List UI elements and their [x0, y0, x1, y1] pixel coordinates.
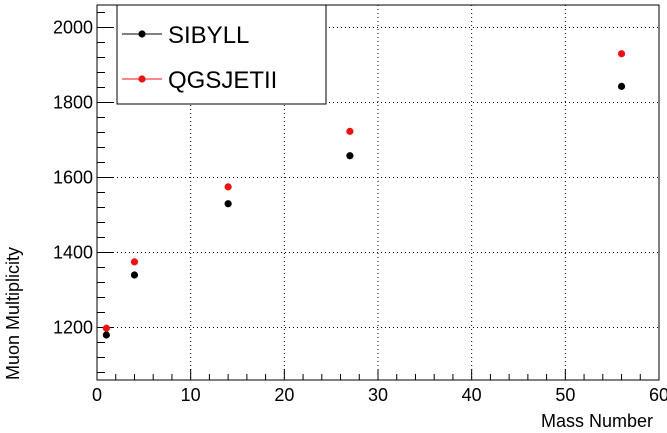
x-tick-labels: 0 10 20 30 40 50 60: [92, 385, 667, 405]
x-axis-label: Mass Number: [541, 411, 653, 431]
y-tick-label: 1800: [53, 93, 93, 113]
data-points: [102, 50, 626, 339]
grid: [97, 5, 659, 380]
data-point: [346, 152, 354, 160]
x-tick-label: 20: [274, 385, 294, 405]
x-tick-label: 60: [649, 385, 667, 405]
data-point: [130, 271, 139, 279]
y-tick-label: 2000: [53, 18, 93, 38]
legend-label: SIBYLL: [168, 22, 249, 49]
legend: SIBYLL QGSJETII: [116, 4, 327, 105]
x-tick-label: 40: [462, 385, 482, 405]
data-point: [224, 200, 232, 208]
x-tick-label: 0: [92, 385, 102, 405]
data-point: [130, 258, 139, 266]
data-point: [224, 183, 232, 191]
y-tick-label: 1400: [53, 243, 93, 263]
x-tick-label: 30: [368, 385, 388, 405]
x-tick-label: 10: [181, 385, 201, 405]
y-tick-labels: 1200 1400 1600 1800 2000: [53, 18, 93, 338]
y-tick-label: 1600: [53, 168, 93, 188]
y-axis-label: Muon Multiplicity: [3, 247, 23, 380]
x-tick-label: 50: [555, 385, 575, 405]
data-point: [346, 127, 354, 135]
data-point: [617, 82, 626, 90]
legend-marker: [138, 30, 146, 38]
y-tick-label: 1200: [53, 318, 93, 338]
legend-box: [116, 4, 327, 105]
data-point: [102, 324, 110, 332]
legend-marker: [138, 75, 146, 83]
data-point: [617, 50, 626, 58]
data-point: [102, 331, 110, 339]
legend-label: QGSJETII: [168, 67, 277, 94]
